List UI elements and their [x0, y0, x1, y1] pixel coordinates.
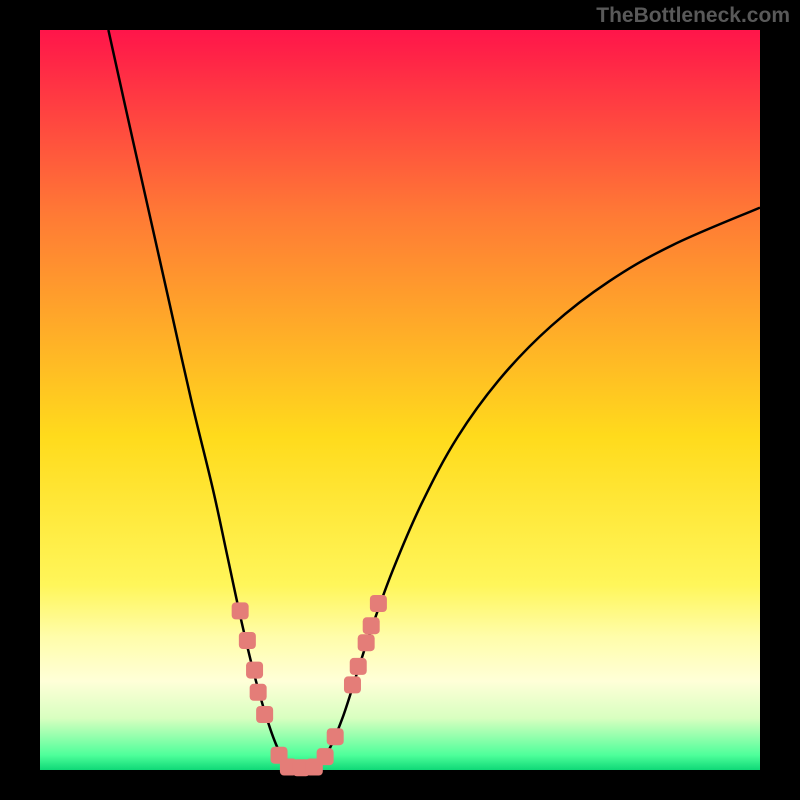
- data-marker: [350, 658, 367, 675]
- data-marker: [239, 632, 256, 649]
- data-marker: [344, 676, 361, 693]
- data-marker: [327, 728, 344, 745]
- data-marker: [358, 634, 375, 651]
- chart-container: TheBottleneck.com: [0, 0, 800, 800]
- data-marker: [256, 706, 273, 723]
- data-marker: [363, 617, 380, 634]
- data-marker: [232, 602, 249, 619]
- plot-background: [40, 30, 760, 770]
- data-marker: [370, 595, 387, 612]
- data-marker: [317, 748, 334, 765]
- data-marker: [246, 662, 263, 679]
- data-marker: [250, 684, 267, 701]
- bottleneck-chart: [0, 0, 800, 800]
- watermark-label: TheBottleneck.com: [596, 4, 790, 28]
